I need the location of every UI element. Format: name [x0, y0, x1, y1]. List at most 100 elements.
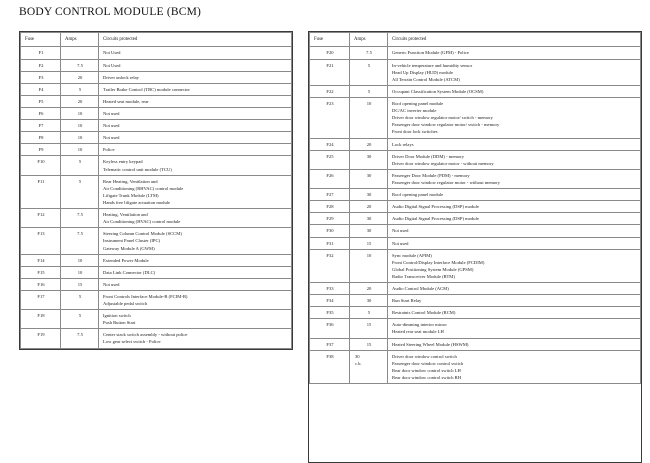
- circuits-lines: Data Link Connector (DLC): [103, 269, 288, 276]
- circuits-cell: Heated seat module, rear: [98, 94, 292, 108]
- circuits-lines: Heating, Ventilation and Air Conditioning…: [103, 211, 288, 225]
- amps-cell: 5: [349, 306, 388, 320]
- amps-line: 30: [366, 192, 372, 198]
- table-row: F13 7.5 Steering Column Control Module (SC…: [20, 227, 292, 255]
- circuits-cell: Roof opening panel module: [387, 188, 641, 202]
- table-row: F18 5 Ignition switch Push Button Start: [20, 309, 292, 330]
- amps-line: 30: [355, 353, 360, 359]
- amps-cell: 5: [60, 289, 99, 311]
- circuits-lines: Audio Control Module (ACM): [392, 285, 637, 292]
- circuit-line: Not used: [103, 281, 120, 287]
- amps-line: 7.5: [77, 332, 83, 338]
- table-row: F21 5 In-vehicle temperature and humidity …: [309, 58, 641, 86]
- circuit-line: Passenger Door Module (PDM) - memory: [392, 172, 470, 178]
- fuse-id-cell: F38: [309, 349, 350, 385]
- circuit-line: Generic Function Module (GFM) - Police: [392, 50, 469, 56]
- circuits-cell: Driver door window control switch Passeng…: [387, 349, 641, 385]
- circuit-line: Hands free liftgate actuation module: [103, 199, 171, 205]
- table-row: F11 5 Rear Heating, Ventilation and Air Con…: [20, 174, 292, 210]
- amps-line: 20: [366, 141, 372, 147]
- circuit-line: Global Positioning System Module (GPSM): [392, 266, 474, 272]
- amps-cell: 5: [60, 155, 99, 176]
- fuse-id-cell: F5: [20, 94, 61, 108]
- circuits-cell: Not used: [387, 224, 641, 238]
- amps-cell: 10: [60, 265, 99, 279]
- fuse-id-cell: F32: [309, 248, 350, 284]
- circuit-line: Audio Digital Signal Processing (DSP) mo…: [392, 204, 479, 210]
- circuits-cell: In-vehicle temperature and humidity sens…: [387, 58, 641, 86]
- table-body-right: F20 7.5 Generic Function Module (GFM) - Po…: [309, 46, 641, 385]
- circuits-lines: Sync module (APIM) Front Control/Display …: [392, 252, 637, 280]
- circuit-line: Audio Digital Signal Processing (DSP) mo…: [392, 216, 479, 222]
- circuits-cell: Center stack switch assembly - without p…: [98, 328, 292, 349]
- table-row: F9 10 Police: [20, 143, 292, 157]
- fuse-id-cell: F31: [309, 236, 350, 250]
- fuse-id-cell: F25: [309, 149, 350, 170]
- table-row: F26 30 Passenger Door Module (PDM) - memor…: [309, 168, 641, 190]
- circuit-line: Driver Door Module (DDM) - memory: [392, 153, 465, 159]
- fuse-id-cell: F11: [20, 174, 61, 210]
- circuits-lines: Auto-dimming interior mirror Heated rear …: [392, 321, 637, 335]
- amps-line: 7.5: [366, 50, 372, 56]
- circuits-lines: Police: [103, 146, 288, 153]
- table-header-right: Fuse Amps Circuits protected: [309, 32, 641, 48]
- amps-line: 7.5: [77, 231, 83, 237]
- amps-cell: 7.5: [60, 58, 99, 72]
- table-row: F16 15 Not used: [20, 277, 292, 291]
- circuits-lines: Lock relays: [392, 141, 637, 148]
- amps-cell: 5: [60, 82, 99, 96]
- circuit-line: Ignition switch: [103, 313, 131, 319]
- circuit-line: Driver door window regulator motor/ swit…: [392, 115, 493, 121]
- circuit-line: Roof opening panel module: [392, 192, 444, 198]
- fuse-id-cell: F27: [309, 188, 350, 202]
- circuit-line: Telematic control unit module (TCU): [103, 166, 172, 172]
- circuits-lines: Trailer Brake Control (TBC) module conne…: [103, 86, 288, 93]
- amps-line: 5: [367, 88, 371, 94]
- circuits-lines: Roof opening panel module DC/AC inverter …: [392, 100, 637, 136]
- circuit-line: Not used: [392, 228, 409, 234]
- table-row: F34 30 Run Start Relay: [309, 294, 641, 308]
- circuits-cell: Audio Digital Signal Processing (DSP) mo…: [387, 200, 641, 214]
- amps-line: 5: [367, 310, 371, 316]
- table-row: F19 7.5 Center stack switch assembly - wit…: [20, 328, 292, 349]
- amps-cell: 30 c.b.: [349, 349, 388, 385]
- amps-line: 20: [366, 286, 372, 292]
- fuse-id-cell: F26: [309, 168, 350, 190]
- circuits-lines: Heated Steering Wheel Module (HSWM): [392, 341, 637, 348]
- amps-cell: 30: [349, 294, 388, 308]
- amps-cell: 7.5: [349, 46, 388, 60]
- table-row: F28 20 Audio Digital Signal Processing (DS…: [309, 200, 641, 214]
- table-row: F6 10 Not used: [20, 106, 292, 121]
- table-row: F5 20 Heated seat module, rear: [20, 94, 292, 108]
- circuit-line: Air Conditioning (HVAC) control module: [103, 219, 181, 225]
- amps-cell: 7.5: [60, 208, 99, 229]
- circuit-line: Air Conditioning (RHVAC) control module: [103, 185, 184, 191]
- fuse-id-cell: F23: [309, 96, 350, 139]
- amps-cell: 10: [60, 106, 99, 121]
- circuits-cell: Audio Digital Signal Processing (DSP) mo…: [387, 212, 641, 226]
- fuse-id-cell: F17: [20, 289, 61, 311]
- circuit-line: All Terrain Control Module (ATCM): [392, 76, 460, 82]
- table-row: F8 10 Not used: [20, 131, 292, 145]
- circuit-line: Police: [103, 147, 115, 153]
- circuit-line: Center stack switch assembly - without p…: [103, 332, 188, 338]
- circuit-line: Low gear select switch - Police: [103, 339, 161, 345]
- amps-cell: 7.5: [60, 328, 99, 349]
- amps-cell: 20: [60, 70, 99, 84]
- circuits-lines: Rear Heating, Ventilation and Air Conditi…: [103, 178, 288, 206]
- table-row: F38 30 c.b. Driver door window control swit…: [309, 349, 641, 385]
- amps-cell: 7.5: [60, 227, 99, 255]
- circuits-cell: Heated Steering Wheel Module (HSWM): [387, 337, 641, 351]
- circuit-line: Liftgate Trunk Module (LTM): [103, 192, 159, 198]
- fuse-id-cell: F30: [309, 224, 350, 238]
- table-header-row: Fuse Amps Circuits protected: [20, 31, 292, 48]
- amps-cell: 20: [349, 282, 388, 296]
- amps-cell: 20: [60, 94, 99, 108]
- fuse-id-cell: F13: [20, 227, 61, 255]
- table-row: F3 20 Driver unlock relay: [20, 70, 292, 84]
- table-row: F22 5 Occupant Classification System Modul…: [309, 84, 641, 98]
- fuse-id-cell: F37: [309, 337, 350, 351]
- fuse-id-cell: F16: [20, 277, 61, 291]
- circuits-cell: Not Used: [98, 46, 292, 60]
- amps-cell: 10: [349, 248, 388, 284]
